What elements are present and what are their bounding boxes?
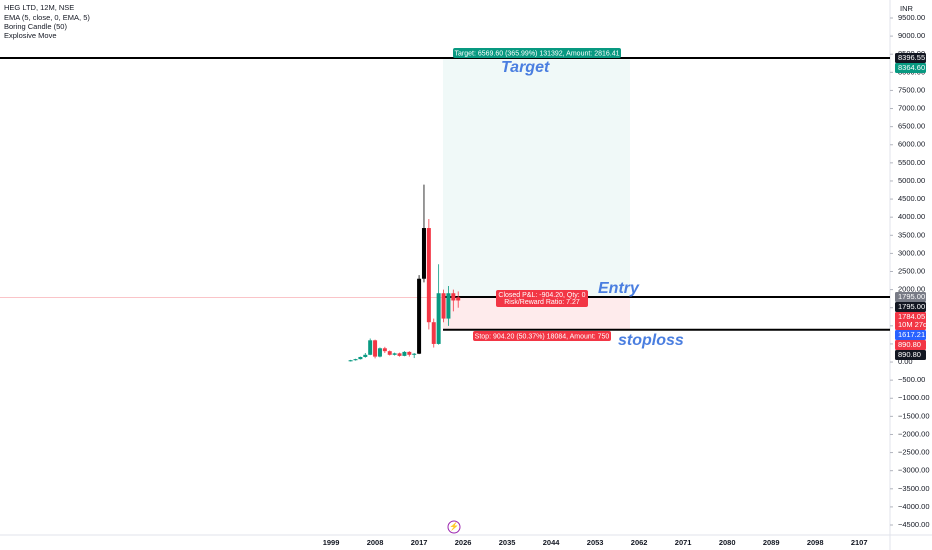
annotation: Entry [598,280,640,297]
indicator-label: Explosive Move [4,31,57,40]
x-tick-label: 2053 [587,538,604,547]
candle-body [421,228,426,279]
y-tick-label: −4500.00 [898,520,930,529]
y-tick-label: 9000.00 [898,31,925,40]
price-tag [895,52,926,63]
price-tag [895,350,926,361]
y-tick-label: 3000.00 [898,248,925,257]
price-tag [895,312,926,331]
candle-body [353,359,358,361]
y-tick-label: 5000.00 [898,176,925,185]
y-tick-label: 3500.00 [898,230,925,239]
target-zone [443,59,630,298]
target-info: Target: 6569.60 (365.99%) 131392, Amount… [454,50,619,57]
y-tick-label: −3500.00 [898,484,930,493]
candle-body [402,351,407,356]
x-tick-label: 2017 [411,538,428,547]
price-tag [895,292,926,303]
annotation: stoploss [618,332,684,349]
price-tag-label: 890.80 [898,340,921,349]
candle-body [426,228,431,323]
pnl-info: Closed P&L: -904.20, Qty: 0 [498,292,585,299]
candle-body [377,348,382,357]
x-tick-label: 2080 [719,538,736,547]
y-tick-label: 7000.00 [898,104,925,113]
y-tick-label: −500.00 [898,375,925,384]
price-tag-label: 1784.05 [898,312,925,321]
candle-body [363,354,368,357]
price-tag [895,340,926,351]
candle-body [358,356,363,360]
indicator-label: Boring Candle (50) [4,22,67,31]
candle-body [417,278,422,354]
price-tag-label: 1795.00 [898,302,925,311]
candle-body [368,340,373,355]
x-tick-label: 2035 [499,538,516,547]
price-tag-label: 890.80 [898,350,921,359]
stop-info: Stop: 904.20 (50.37%) 18084, Amount: 750 [475,333,610,340]
x-tick-label: 1999 [323,538,340,547]
currency: INR [900,4,914,13]
y-tick-label: 4000.00 [898,212,925,221]
price-tag-label: 1795.00 [898,292,925,301]
y-tick-label: −2000.00 [898,429,930,438]
x-tick-label: 2089 [763,538,780,547]
countdown: 10M 27d [898,320,927,329]
y-tick-label: −4000.00 [898,502,930,511]
candle-body [382,348,387,352]
y-tick-label: 2500.00 [898,266,925,275]
y-tick-label: 5500.00 [898,158,925,167]
y-tick-label: −3000.00 [898,466,930,475]
price-tag-label: 8396.55 [898,53,925,62]
candle-body [373,340,378,357]
price-tag-label: 1617.21 [898,330,925,339]
y-tick-label: −1000.00 [898,393,930,402]
x-tick-label: 2071 [675,538,692,547]
candle-body [431,322,436,344]
x-tick-label: 2008 [367,538,384,547]
x-tick-label: 2026 [455,538,472,547]
candle-body [456,297,461,301]
annotation: Target [501,59,550,76]
y-tick-label: 9500.00 [898,13,925,22]
y-tick-label: 6500.00 [898,122,925,131]
event-icon[interactable] [447,520,461,534]
candle-body [451,293,456,301]
price-tag [895,302,926,313]
pnl-box [496,290,588,307]
indicator-label: EMA (5, close, 0, EMA, 5) [4,13,90,22]
x-tick-label: 2062 [631,538,648,547]
candle-body [407,351,412,355]
candle-body [397,353,402,356]
x-tick-label: 2044 [543,538,561,547]
event-icon-glyph: ⚡ [449,521,459,531]
y-tick-label: −1500.00 [898,411,930,420]
y-tick-label: −2500.00 [898,448,930,457]
y-tick-label: 7500.00 [898,85,925,94]
x-tick-label: 2098 [807,538,824,547]
candle-body [446,293,451,319]
price-tag-label: 8364.60 [898,63,925,72]
price-tag [895,62,926,73]
candle-body [412,353,417,355]
candle-body [392,353,397,355]
symbol-title: HEG LTD, 12M, NSE [4,3,74,12]
y-tick-label: 2000.00 [898,285,925,294]
candle-body [387,351,392,355]
y-tick-label: 6000.00 [898,140,925,149]
y-tick-label: 0.00 [898,357,913,366]
price-tag [895,330,926,341]
x-tick-label: 2107 [851,538,868,547]
rr-info: Risk/Reward Ratio: 7.27 [504,299,580,306]
candle-body [441,293,446,319]
candle-body [436,293,441,344]
candle-body [348,360,353,362]
target-box [453,48,621,58]
stop-box [473,331,611,341]
y-tick-label: 4500.00 [898,194,925,203]
